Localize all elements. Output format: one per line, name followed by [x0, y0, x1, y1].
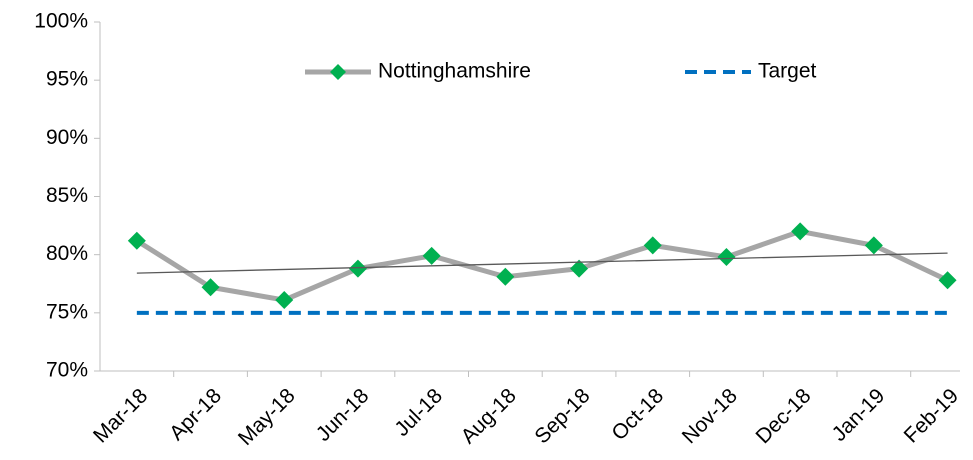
y-tick-label: 80% — [46, 242, 88, 265]
x-tick-label: Jul-18 — [390, 384, 447, 441]
marker — [422, 246, 441, 265]
x-tick-label: May-18 — [234, 384, 300, 450]
trend-line — [136, 252, 948, 274]
legend-marker — [330, 64, 346, 80]
marker — [496, 267, 515, 286]
marker — [201, 278, 220, 297]
y-tick-label: 95% — [46, 68, 88, 91]
marker — [570, 259, 589, 278]
legend-label: Nottinghamshire — [378, 60, 531, 83]
x-tick-label: Aug-18 — [457, 384, 521, 448]
legend-label: Target — [758, 60, 817, 83]
x-tick-label: Jun-18 — [312, 384, 374, 446]
x-tick-label: Feb-19 — [900, 384, 963, 447]
x-tick-label: Nov-18 — [678, 384, 742, 448]
marker — [275, 291, 294, 310]
marker — [717, 247, 736, 266]
y-tick-label: 100% — [34, 10, 88, 33]
marker — [864, 236, 883, 255]
y-tick-label: 85% — [46, 184, 88, 207]
y-tick-label: 70% — [46, 359, 88, 382]
x-tick-label: Jan-19 — [828, 384, 890, 446]
x-tick-label: Sep-18 — [530, 384, 594, 448]
series-line — [135, 228, 949, 303]
marker — [791, 222, 810, 241]
marker — [643, 236, 662, 255]
marker — [348, 259, 367, 278]
marker — [938, 271, 957, 290]
x-tick-label: Oct-18 — [607, 384, 668, 445]
x-tick-label: Apr-18 — [165, 384, 226, 445]
x-tick-label: Mar-18 — [89, 384, 152, 447]
y-tick-label: 90% — [46, 126, 88, 149]
y-tick-label: 75% — [46, 300, 88, 323]
marker — [127, 231, 146, 250]
x-tick-label: Dec-18 — [751, 384, 815, 448]
